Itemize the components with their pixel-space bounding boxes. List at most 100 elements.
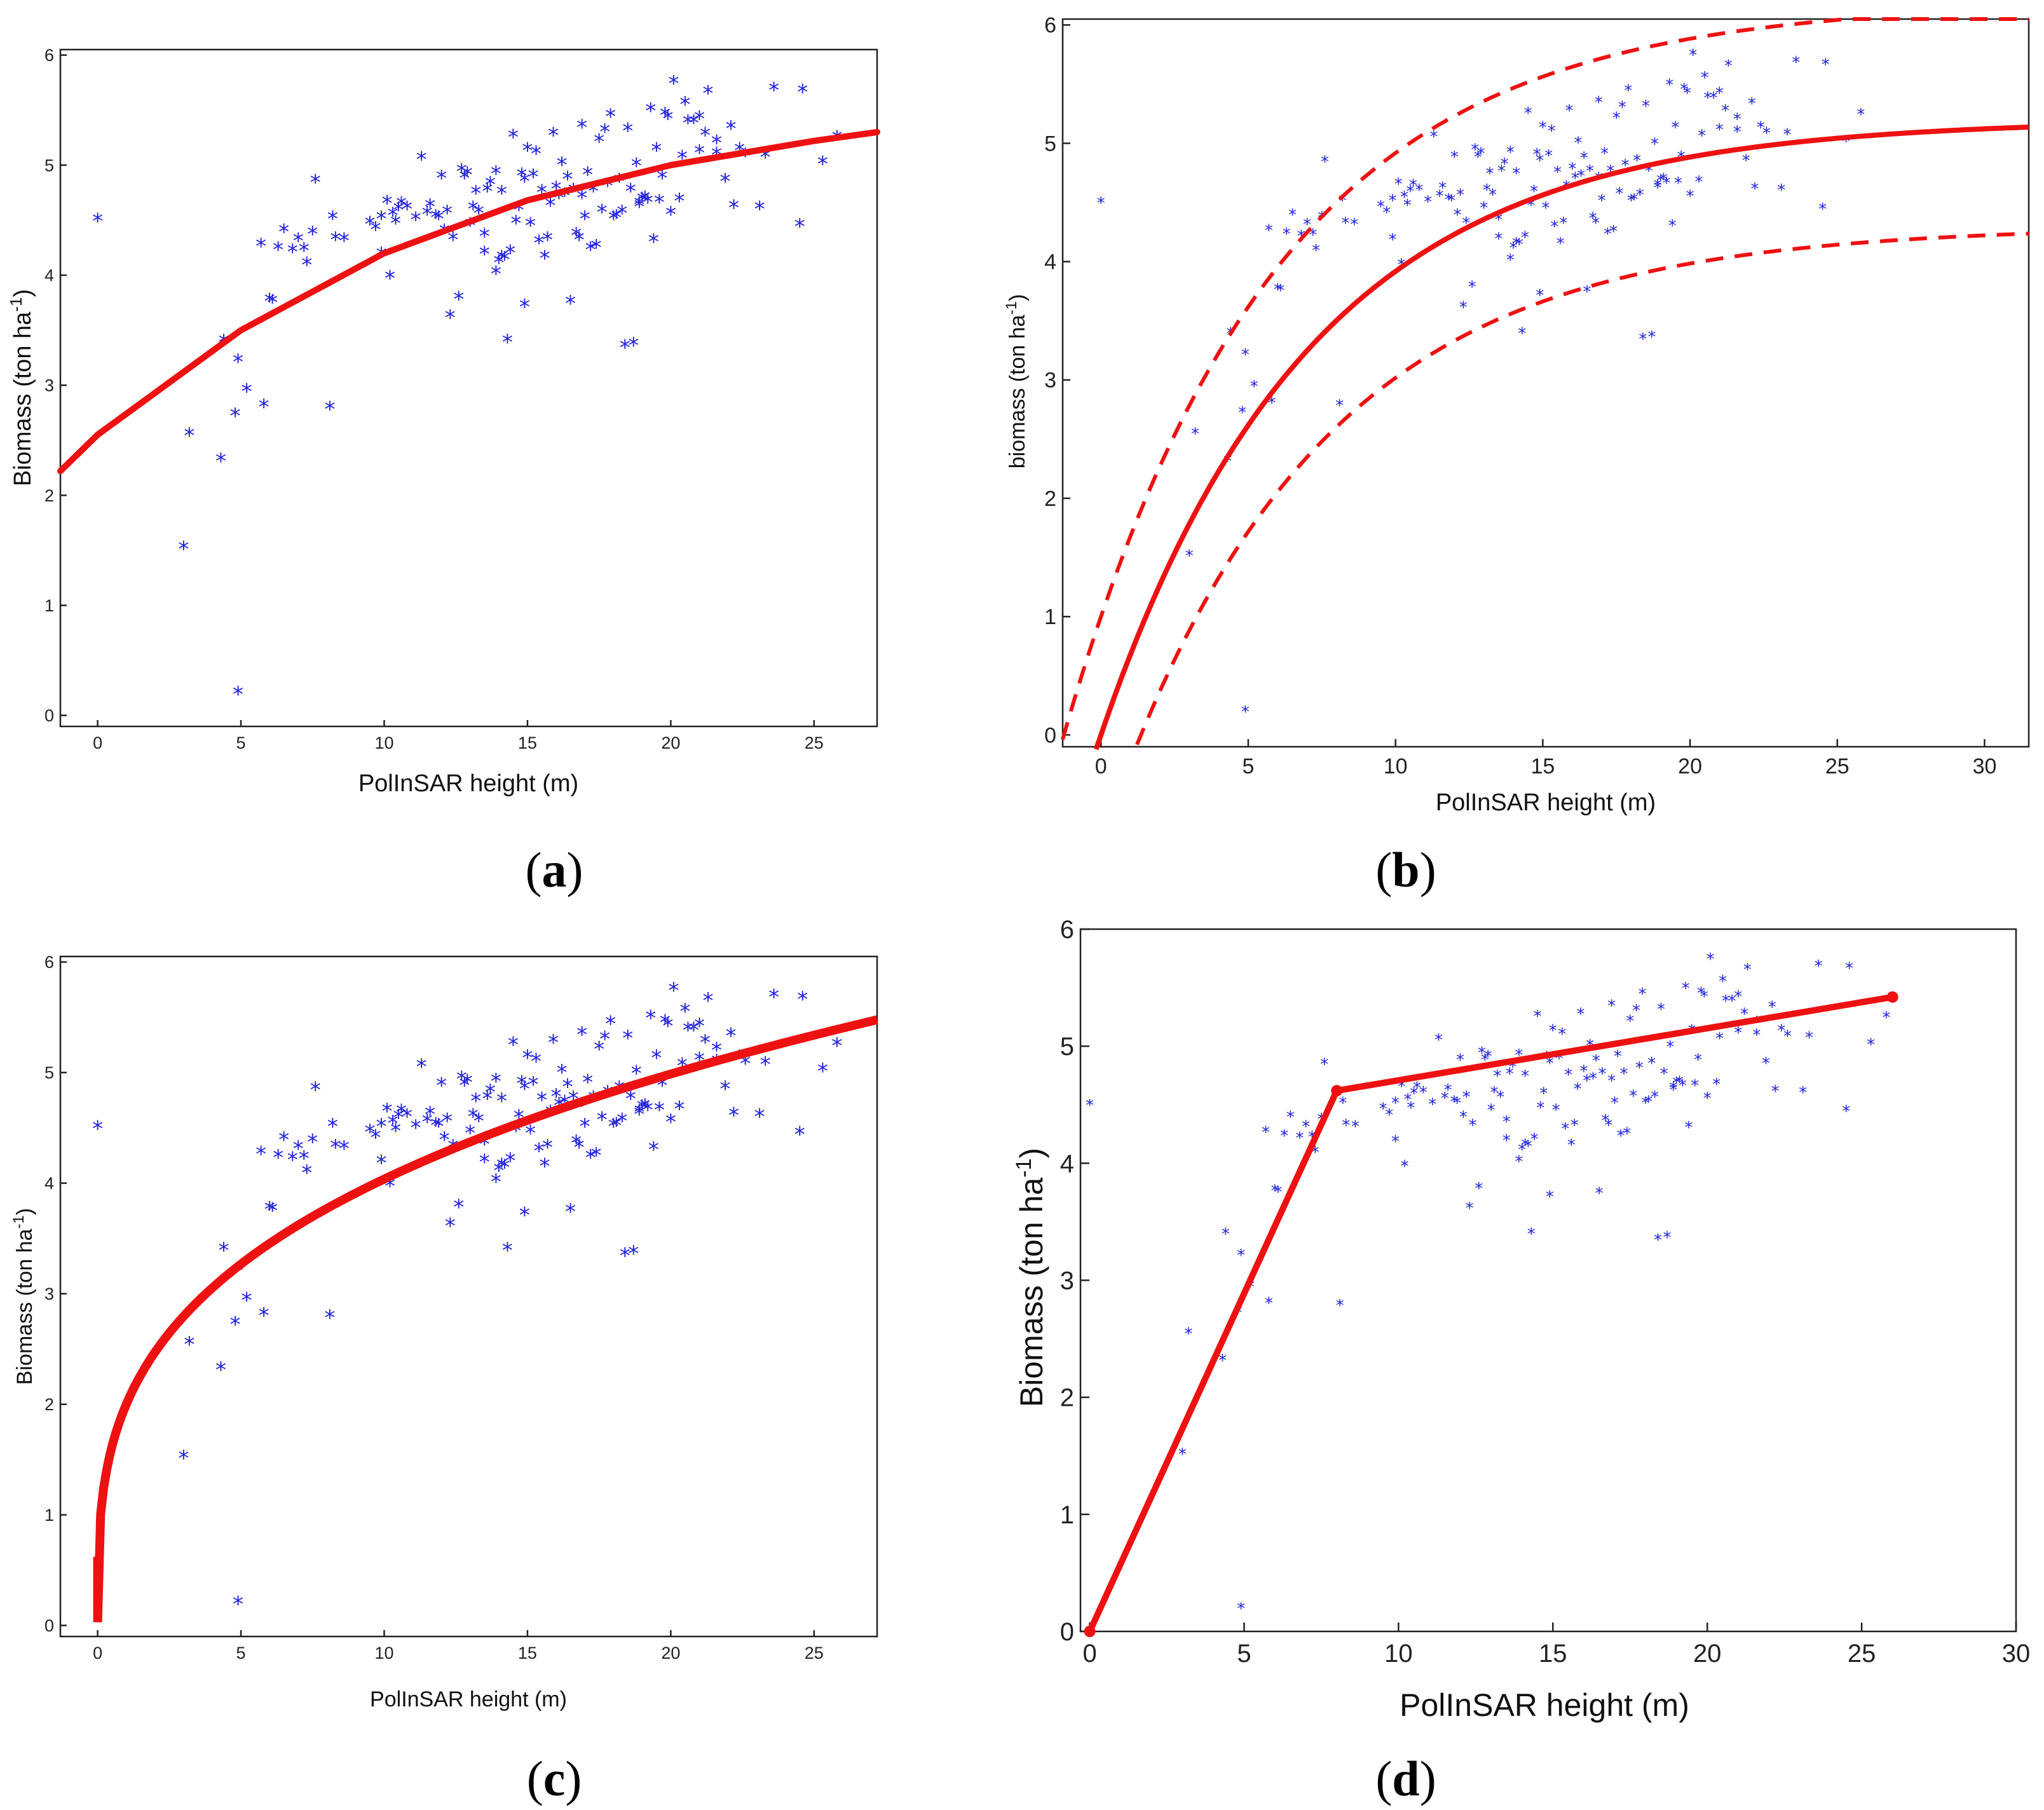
panel-a-data-point: *: [293, 229, 304, 254]
panel-c-data-point: *: [643, 1098, 653, 1123]
panel-d-data-point: *: [1697, 984, 1705, 1003]
panel-d-data-point: *: [1712, 1075, 1720, 1094]
panel-d-data-point: *: [1663, 1228, 1672, 1248]
panel-b-data-point: *: [1238, 404, 1246, 423]
panel-c-data-point: *: [496, 1089, 507, 1114]
panel-a-fit-curves: [57, 128, 880, 475]
panel-b-data-point: *: [1542, 199, 1550, 218]
panel-a-data-point: *: [215, 449, 226, 474]
panel-d-data-point: *: [1271, 1182, 1279, 1201]
panel-d-data-point: *: [1577, 1005, 1585, 1024]
panel-d-data-point: *: [1302, 1117, 1310, 1136]
panel-d-data-point: *: [1185, 1324, 1193, 1344]
panel-c-fit-line: [93, 1015, 878, 1623]
panel-b-data-point: *: [1501, 155, 1509, 174]
panel-d-data-point: *: [1639, 985, 1647, 1004]
panel-c-axes-frame: [59, 955, 878, 1638]
panel-a-data-point: *: [768, 78, 779, 103]
panel-c-data-point: *: [453, 1195, 464, 1220]
panel-b-data-point: *: [1550, 218, 1558, 237]
panel-b-y-tick-label: 4: [1044, 250, 1056, 275]
panel-b-fit-curves: [1061, 17, 2029, 751]
panel-b-data-point: *: [1818, 200, 1827, 219]
panel-b-data-point: *: [1609, 222, 1618, 242]
panel-b-data-point: *: [1694, 173, 1703, 192]
panel-b-data-point: *: [1483, 181, 1491, 200]
panel-c-data-point: *: [382, 1099, 393, 1124]
panel-c-data-point: *: [768, 985, 779, 1010]
panel-a-x-tick-label: 15: [518, 733, 537, 752]
panel-d-data-point: *: [1768, 998, 1776, 1017]
panel-a-data-point: *: [462, 163, 473, 188]
panel-b-data-point: *: [1568, 160, 1576, 179]
panel-b-data-point: *: [1389, 231, 1397, 250]
panel-c-data-point: *: [485, 1080, 496, 1105]
panel-d-data-point: *: [1752, 1026, 1761, 1045]
panel-b-data-point: *: [1783, 125, 1792, 144]
panel-a-data-point: *: [528, 165, 538, 190]
panel-d-data-point: *: [1561, 1120, 1569, 1139]
panel-c-data-point: *: [376, 1151, 386, 1176]
panel-a-data-point: *: [411, 208, 421, 233]
panel-b-data-point: *: [1321, 153, 1329, 172]
panel-b-data-point: *: [1665, 76, 1673, 95]
panel-c-x-tick-label: 25: [805, 1643, 824, 1663]
panel-c-data-point: *: [654, 1098, 665, 1123]
panel-d-data-point: *: [1379, 1100, 1387, 1119]
panel-b-data-point: *: [1400, 188, 1408, 207]
panel-b-data-point: *: [1636, 186, 1644, 205]
panel-d-data-point: *: [1286, 1108, 1295, 1127]
panel-a-y-tick-label: 5: [44, 156, 54, 175]
panel-a-data-point: *: [307, 222, 318, 247]
panel-c-data-point: *: [754, 1104, 765, 1129]
panel-b-data-point: *: [1274, 280, 1282, 299]
panel-a-data-point: *: [516, 163, 527, 189]
panel-a-data-point: *: [491, 161, 501, 187]
panel-d-data-point: *: [1685, 1119, 1693, 1138]
panel-b-data-point: *: [1757, 118, 1765, 137]
panel-d-fit-knot: [1084, 1626, 1096, 1637]
panel-b-data-point: *: [1710, 89, 1718, 108]
panel-d-data-point: *: [1567, 1136, 1576, 1155]
panel-a-data-point: *: [493, 250, 504, 276]
panel-c-x-ticks: 0 5 10 15 20 25: [93, 1630, 824, 1663]
panel-d-caption-letter: d: [1392, 1751, 1419, 1806]
panel-a-data-point: *: [92, 208, 103, 234]
panel-a-data-point: *: [376, 207, 386, 232]
panel-d-caption-open: (: [1375, 1751, 1392, 1806]
panel-c-data-point: *: [528, 1072, 538, 1098]
panel-d-data-point: *: [1762, 1054, 1770, 1073]
panel-a-ylabel-prefix: Biomass (: [10, 379, 36, 486]
panel-c-data-point: *: [700, 1030, 711, 1056]
panel-b-data-point: *: [1250, 378, 1258, 397]
panel-d-data-point: *: [1546, 1054, 1554, 1073]
panel-d-data-point: *: [1589, 1070, 1597, 1089]
panel-a-data-point: *: [625, 179, 636, 205]
panel-d-fit-knot: [1331, 1085, 1343, 1097]
panel-b-data-point: *: [1241, 703, 1250, 722]
panel-d-data-point: *: [1274, 1183, 1282, 1202]
panel-c-data-point: *: [267, 1198, 278, 1223]
panel-a-data-point: *: [688, 111, 699, 136]
panel-d-caption-close: ): [1420, 1751, 1436, 1806]
panel-d-data-point: *: [1339, 1094, 1347, 1113]
panel-c-data-point: *: [493, 1159, 504, 1184]
panel-d-data-point: *: [1530, 1131, 1539, 1150]
panel-c-data-point: *: [393, 1105, 404, 1131]
panel-d-data-point: *: [1336, 1296, 1344, 1316]
panel-c-data-point: *: [662, 1014, 673, 1039]
panel-c-data-point: *: [293, 1136, 304, 1162]
panel-c-data-point: *: [330, 1135, 341, 1160]
panel-d-data-point: *: [1178, 1445, 1187, 1464]
panel-a-data-point: *: [562, 167, 573, 193]
panel-b-ylabel-suffix: ): [1005, 294, 1030, 301]
panel-c-data-point: *: [242, 1288, 252, 1313]
panel-a-data-point: *: [339, 229, 350, 254]
panel-a-data-point: *: [430, 205, 441, 231]
panel-b-data-point: *: [1686, 187, 1694, 206]
panel-b-y-tick-label: 1: [1044, 605, 1056, 629]
panel-b-y-tick-label: 0: [1044, 723, 1056, 747]
panel-b-data-point: *: [1288, 206, 1297, 225]
panel-a-data-point: *: [542, 228, 553, 253]
panel-b-data-point: *: [1822, 56, 1830, 75]
